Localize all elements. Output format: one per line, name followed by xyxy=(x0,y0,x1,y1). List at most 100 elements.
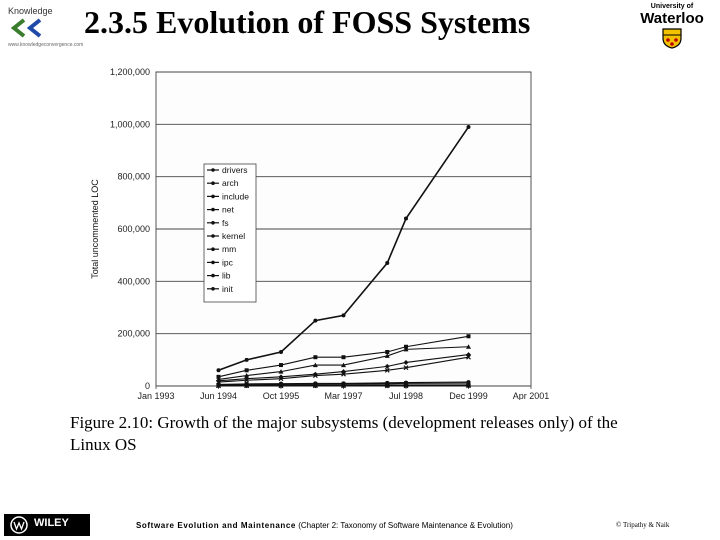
university-logo: University of Waterloo xyxy=(632,3,712,51)
linux-growth-chart: 0 200,000 400,000 600,000 800,000 1,000,000 1,… xyxy=(90,67,550,400)
data-point xyxy=(403,346,409,352)
y-tick-label: 400,000 xyxy=(117,276,150,286)
legend-marker xyxy=(211,247,215,251)
series-line-include xyxy=(218,346,469,381)
data-point xyxy=(341,355,346,360)
series-line-fs xyxy=(218,356,469,383)
x-tick-label: Jul 1998 xyxy=(389,391,423,400)
data-point xyxy=(384,367,390,373)
figure-caption: Figure 2.10: Growth of the major subsyst… xyxy=(70,413,618,454)
data-point xyxy=(278,383,284,389)
legend-label: ipc xyxy=(222,257,234,267)
data-point xyxy=(385,261,390,266)
data-point xyxy=(341,313,346,318)
y-axis-label: Total uncommented LOC xyxy=(90,179,100,279)
knowledge-convergence-logo: Knowledge www.knowledgeconvergence.com xyxy=(8,6,83,50)
slide-title: 2.3.5 Evolution of FOSS Systems xyxy=(84,4,531,40)
data-point xyxy=(313,355,318,360)
y-tick-label: 0 xyxy=(145,381,150,391)
y-tick-label: 800,000 xyxy=(117,172,150,182)
data-point xyxy=(466,124,471,129)
data-point xyxy=(244,377,250,383)
y-tick-label: 200,000 xyxy=(117,329,150,339)
data-point xyxy=(216,374,221,379)
data-point xyxy=(403,365,409,371)
legend-label: lib xyxy=(222,271,231,281)
data-point xyxy=(244,357,249,362)
x-tick-label: Oct 1995 xyxy=(263,391,300,400)
data-point xyxy=(312,373,318,378)
legend-label: net xyxy=(222,205,234,215)
y-tick-label: 1,200,000 xyxy=(110,67,150,77)
wiley-emblem-icon xyxy=(10,516,28,534)
footer-book-info: Software Evolution and Maintenance (Chap… xyxy=(136,521,513,530)
data-point xyxy=(341,362,346,368)
legend-marker xyxy=(211,221,215,225)
legend-marker xyxy=(211,168,215,172)
legend-label: arch xyxy=(222,178,239,188)
footer-book-title: Software Evolution and Maintenance xyxy=(136,521,296,530)
data-point xyxy=(244,368,249,373)
x-tick-label: Dec 1999 xyxy=(449,391,488,400)
data-point xyxy=(466,354,471,360)
data-point xyxy=(216,383,221,389)
legend-box xyxy=(203,163,257,303)
data-point xyxy=(279,363,283,368)
x-tick-label: Jun 1994 xyxy=(200,391,237,400)
legend-label: init xyxy=(222,284,234,294)
legend-marker xyxy=(211,181,215,185)
data-point xyxy=(384,383,390,389)
series-line-mm xyxy=(218,382,469,386)
series-line-arch xyxy=(218,335,469,378)
data-point xyxy=(466,334,471,339)
series-line-kernel xyxy=(218,381,469,385)
data-point xyxy=(312,362,318,368)
legend-label: kernel xyxy=(222,231,245,241)
data-point xyxy=(404,344,408,349)
y-tick-label: 600,000 xyxy=(117,224,150,234)
data-point xyxy=(341,371,346,377)
university-small-text: University of xyxy=(650,3,694,10)
data-point xyxy=(404,216,408,221)
knowledge-convergence-logo-icon xyxy=(10,18,50,38)
x-tick-label: Mar 1997 xyxy=(324,391,362,400)
data-point xyxy=(244,383,250,389)
footer-chapter: (Chapter 2: Taxonomy of Software Mainten… xyxy=(298,521,513,530)
data-point xyxy=(341,383,346,389)
data-point xyxy=(384,353,390,358)
legend-marker xyxy=(211,194,215,199)
logo-bottom-text: www.knowledgeconvergence.com xyxy=(8,42,84,48)
data-point xyxy=(466,383,471,389)
series-line-net xyxy=(218,354,469,382)
data-point xyxy=(216,368,221,373)
series-line-drivers xyxy=(218,126,470,372)
data-point xyxy=(278,376,284,382)
data-point xyxy=(313,318,318,323)
x-tick-label: Jan 1993 xyxy=(137,391,174,400)
data-point xyxy=(403,359,409,365)
legend-marker xyxy=(211,287,215,291)
legend-marker xyxy=(211,207,215,212)
data-point xyxy=(244,373,250,378)
legend-label: include xyxy=(222,191,249,201)
wiley-logo: WILEY xyxy=(4,514,90,536)
legend-marker xyxy=(211,273,215,278)
footer-copyright: © Tripathy & Naik xyxy=(616,521,670,529)
data-point xyxy=(385,349,390,354)
data-point xyxy=(384,363,390,369)
data-point xyxy=(403,383,409,389)
data-point xyxy=(279,349,283,354)
logo-top-text: Knowledge xyxy=(8,6,53,16)
legend-marker xyxy=(211,260,215,265)
university-big-text: Waterloo xyxy=(640,10,704,27)
waterloo-crest-icon xyxy=(662,28,682,49)
data-point xyxy=(312,383,318,389)
y-tick-label: 1,000,000 xyxy=(110,119,150,129)
publisher-name: WILEY xyxy=(34,517,69,529)
x-tick-label: Apr 2001 xyxy=(513,391,550,400)
legend-label: drivers xyxy=(222,165,248,175)
legend-marker xyxy=(211,234,215,238)
data-point xyxy=(466,344,471,349)
legend-label: fs xyxy=(222,218,229,228)
